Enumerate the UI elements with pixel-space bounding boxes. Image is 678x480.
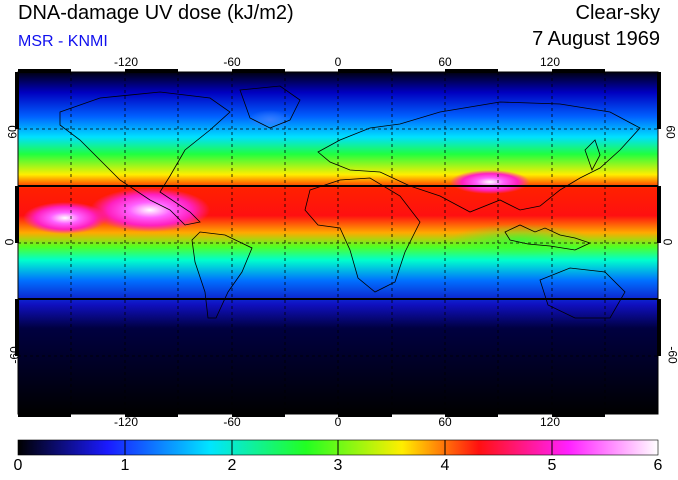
lon-tick-top: 60 <box>438 55 452 69</box>
lon-tick-top: 120 <box>539 55 561 69</box>
colorbar <box>17 439 659 456</box>
colorbar-tick: 5 <box>547 457 557 474</box>
sky-condition-label: Clear-sky <box>575 2 660 24</box>
uv-hotspot-pacific <box>90 188 210 232</box>
uv-hotspot-west-pacific <box>23 202 107 234</box>
uv-hotspot-tibet <box>450 170 530 194</box>
organization-label: MSR - KNMI <box>18 33 108 50</box>
north-america-coast <box>59 91 231 226</box>
lon-tick-top: -60 <box>223 55 241 69</box>
colorbar-tick: 2 <box>227 457 237 474</box>
map-frame <box>15 69 661 417</box>
lon-tick-bottom: 120 <box>539 415 561 429</box>
eurasia-coast <box>317 101 641 213</box>
colorbar-tick: 6 <box>653 457 663 474</box>
colorbar-tick: 0 <box>13 457 23 474</box>
colorbar-tick: 3 <box>333 457 343 474</box>
africa-coast <box>304 177 421 293</box>
south-america-coast <box>191 231 253 319</box>
colorbar-tick: 1 <box>120 457 130 474</box>
lon-tick-bottom: 0 <box>334 415 342 429</box>
greenland-coast <box>239 85 301 129</box>
graticule <box>18 72 658 414</box>
lon-tick-bottom: 60 <box>438 415 452 429</box>
uv-low-indonesia <box>450 224 590 256</box>
date-label: 7 August 1969 <box>532 28 660 50</box>
japan-coast <box>584 139 601 171</box>
map-title: DNA-damage UV dose (kJ/m2) <box>18 2 294 24</box>
lon-tick-bottom: -120 <box>113 415 139 429</box>
colorbar-tick: 4 <box>440 457 450 474</box>
australia-coast <box>539 267 626 319</box>
uv-low-greenland <box>248 110 292 130</box>
lon-tick-bottom: -60 <box>223 415 241 429</box>
lon-tick-top: -120 <box>113 55 139 69</box>
lon-tick-top: 0 <box>334 55 342 69</box>
